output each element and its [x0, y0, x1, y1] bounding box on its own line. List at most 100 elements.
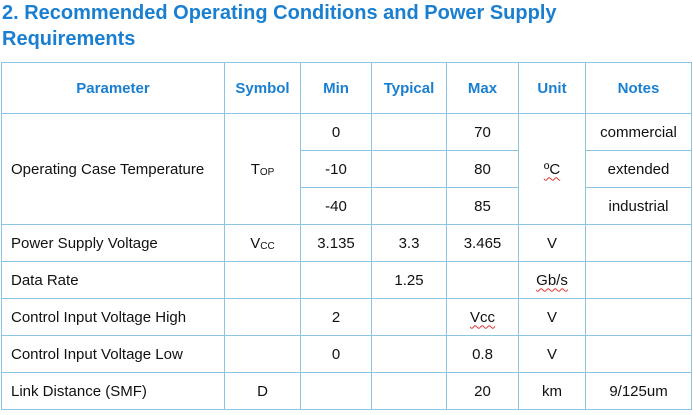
column-header: Symbol: [224, 62, 301, 114]
table-row: Control Input Voltage High 2 Vcc V: [1, 298, 692, 336]
max: 3.465: [463, 234, 502, 252]
symbol-cell: TOP: [224, 113, 301, 225]
table-row: -40 85 industrial: [2, 187, 692, 225]
unit-cell: km: [518, 372, 586, 410]
table-row: Power Supply Voltage VCC 3.135 3.3 3.465 V: [1, 224, 692, 262]
notes-cell: industrial: [585, 187, 692, 225]
table-row: Data Rate 1.25 Gb/s: [1, 261, 692, 299]
min-cell: -40: [300, 187, 372, 225]
min-cell: 0: [300, 113, 372, 151]
symbol-cell: D: [224, 372, 301, 410]
parameter-cell: Control Input Voltage High: [1, 298, 225, 336]
parameter: Data Rate: [11, 271, 79, 289]
parameter: Control Input Voltage Low: [11, 345, 183, 363]
conditions-table: Parameter Symbol Min Typical Max Unit Notes Op…: [1, 62, 692, 410]
notes-cell: commercial: [585, 113, 692, 151]
unit-cell: V: [518, 224, 586, 262]
unit: km: [542, 382, 562, 400]
min-cell: [300, 261, 372, 299]
max: 0.8: [472, 345, 493, 363]
symbol-sub: OP: [259, 166, 275, 178]
min: -10: [325, 160, 347, 178]
table-row: Operating Case Temperature TOP 0 70 ºC commer…: [1, 113, 692, 225]
parameter-cell: Control Input Voltage Low: [1, 335, 225, 373]
header-row: Parameter Symbol Min Typical Max Unit Notes: [1, 62, 692, 114]
parameter-cell: Data Rate: [1, 261, 225, 299]
min: 3.135: [317, 234, 355, 252]
column-header: Min: [300, 62, 372, 114]
table-head: Parameter Symbol Min Typical Max Unit Notes: [1, 62, 692, 114]
parameter: Power Supply Voltage: [11, 234, 158, 252]
max: 20: [474, 382, 491, 400]
notes: extended: [607, 160, 670, 178]
column-header: Notes: [585, 62, 692, 114]
min: 0: [331, 123, 341, 141]
column-header: Unit: [518, 62, 586, 114]
parameter-cell: Operating Case Temperature: [1, 113, 225, 225]
symbol-cell: [224, 335, 301, 373]
min: 0: [331, 345, 341, 363]
symbol-main: T: [250, 160, 260, 178]
typical-cell: [371, 372, 447, 410]
column-header: Typical: [371, 62, 447, 114]
max: Vcc: [469, 308, 495, 326]
notes-cell: 9/125um: [585, 372, 692, 410]
typical-cell: 1.25: [371, 261, 447, 299]
table-row: Control Input Voltage Low 0 0.8 V: [1, 335, 692, 373]
table-body: Operating Case Temperature TOP 0 70 ºC commer…: [1, 113, 692, 410]
min-cell: -10: [300, 150, 372, 188]
max: 85: [474, 197, 491, 215]
unit: V: [546, 308, 557, 326]
min-cell: [300, 372, 372, 410]
column-header: Max: [446, 62, 519, 114]
min: -40: [325, 197, 347, 215]
typical-cell: 3.3: [371, 224, 447, 262]
notes-cell: extended: [585, 150, 692, 188]
symbol-sub: CC: [260, 240, 275, 252]
notes-cell: [585, 261, 692, 299]
max-cell: 20: [446, 372, 519, 410]
unit: V: [546, 345, 557, 363]
notes: commercial: [600, 123, 677, 141]
parameter: Control Input Voltage High: [11, 308, 187, 326]
typical-cell: [371, 335, 447, 373]
section-title: 2. Recommended Operating Conditions and …: [2, 2, 557, 50]
min-cell: 2: [300, 298, 372, 336]
max-cell: 80: [446, 150, 519, 188]
unit-cell: V: [518, 298, 586, 336]
max-cell: 0.8: [446, 335, 519, 373]
unit: V: [546, 234, 557, 252]
min: 2: [331, 308, 341, 326]
typical-cell: [371, 187, 447, 225]
table-row: Link Distance (SMF) D 20 km 9/125um: [1, 372, 692, 410]
typical-cell: [371, 150, 447, 188]
min-cell: 0: [300, 335, 372, 373]
max: 70: [474, 123, 491, 141]
unit-cell: ºC: [518, 113, 586, 225]
unit-cell: V: [518, 335, 586, 373]
unit: ºC: [543, 160, 561, 178]
column-header: Parameter: [1, 62, 225, 114]
notes-cell: [585, 224, 692, 262]
symbol-cell: [224, 261, 301, 299]
parameter: Link Distance (SMF): [11, 382, 147, 400]
max-cell: 70: [446, 113, 519, 151]
parameter: Operating Case Temperature: [11, 160, 205, 178]
max-cell: Vcc: [446, 298, 519, 336]
max-cell: 85: [446, 187, 519, 225]
parameter-cell: Link Distance (SMF): [1, 372, 225, 410]
symbol-cell: VCC: [224, 224, 301, 262]
max: 80: [474, 160, 491, 178]
max-cell: [446, 261, 519, 299]
max-cell: 3.465: [446, 224, 519, 262]
symbol-main: V: [250, 234, 261, 252]
typical: 1.25: [394, 271, 424, 289]
unit-cell: Gb/s: [518, 261, 586, 299]
typical-cell: [371, 113, 447, 151]
typical: 3.3: [398, 234, 420, 252]
notes-cell: [585, 298, 692, 336]
symbol-main: D: [257, 382, 268, 400]
unit: Gb/s: [536, 271, 568, 289]
min-cell: 3.135: [300, 224, 372, 262]
notes: 9/125um: [609, 382, 668, 400]
